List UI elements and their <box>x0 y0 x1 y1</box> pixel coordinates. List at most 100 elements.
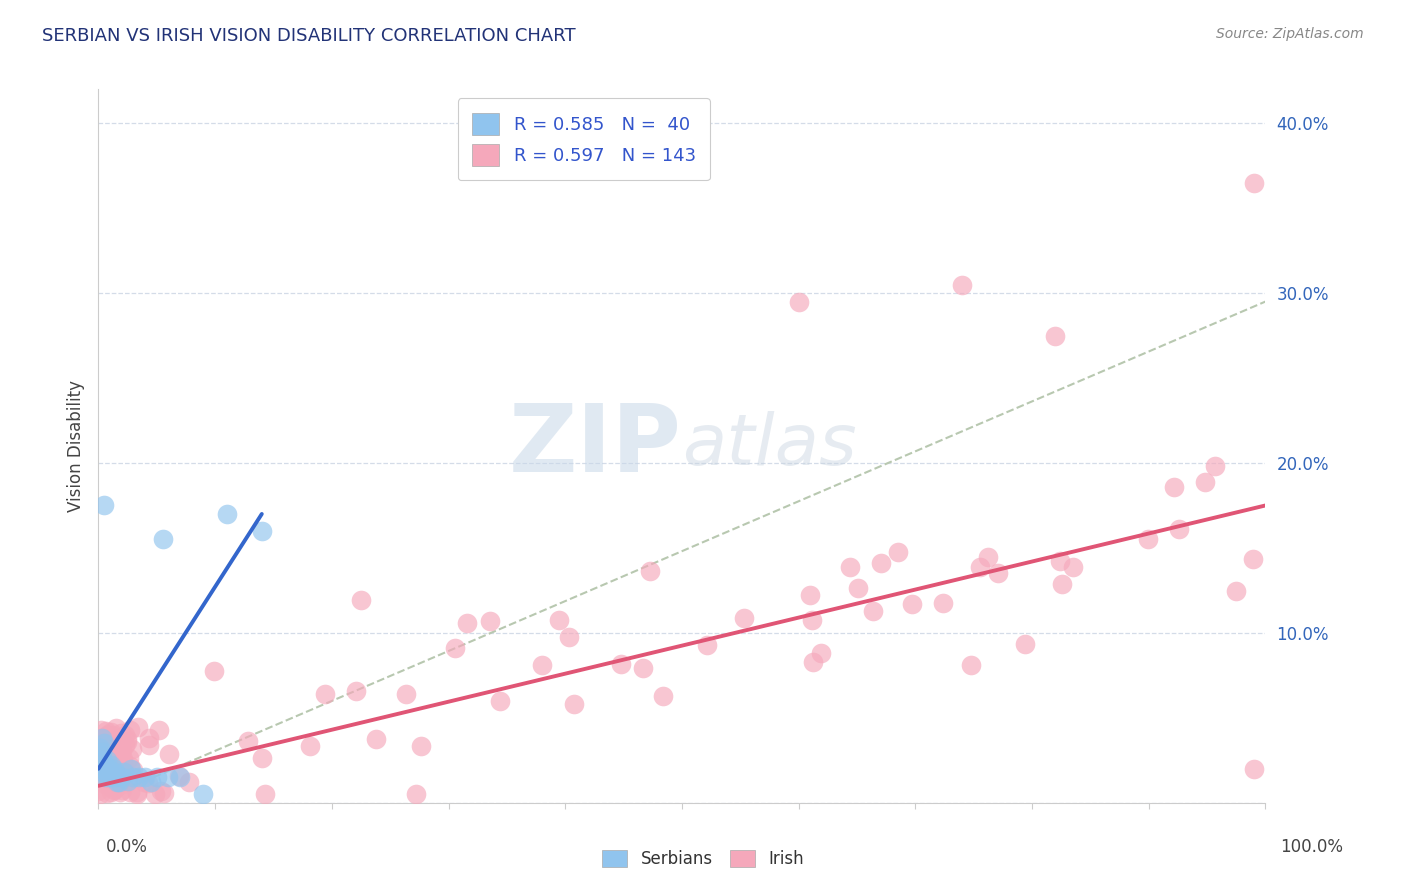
Point <box>1243 176 1265 190</box>
Point <box>127 720 149 734</box>
Point <box>91 753 114 767</box>
Point <box>236 734 259 748</box>
Point <box>100 778 122 792</box>
Point <box>456 616 478 631</box>
Point <box>558 630 581 644</box>
Point <box>120 723 142 738</box>
Point <box>443 641 465 656</box>
Point <box>97 773 120 788</box>
Point <box>787 294 810 309</box>
Point <box>869 557 891 571</box>
Point <box>111 742 134 756</box>
Point <box>101 728 124 742</box>
Point <box>103 779 125 793</box>
Point <box>405 787 427 801</box>
Point <box>90 745 112 759</box>
Point <box>252 751 274 765</box>
Point <box>90 762 112 776</box>
Point <box>101 734 124 748</box>
Point <box>94 747 117 761</box>
Point <box>562 697 585 711</box>
Point <box>94 769 117 783</box>
Point <box>1014 637 1036 651</box>
Point <box>350 593 373 607</box>
Text: 0.0%: 0.0% <box>105 838 148 856</box>
Point <box>1163 480 1185 494</box>
Point <box>127 787 149 801</box>
Point <box>640 564 662 578</box>
Point <box>96 786 118 800</box>
Point <box>157 770 180 784</box>
Point <box>100 776 122 790</box>
Point <box>117 772 139 786</box>
Point <box>96 758 118 772</box>
Point <box>125 785 148 799</box>
Point <box>139 775 162 789</box>
Point <box>101 770 124 784</box>
Point <box>1062 560 1084 574</box>
Point <box>115 732 138 747</box>
Point <box>89 732 111 747</box>
Point <box>115 735 138 749</box>
Point <box>104 765 127 780</box>
Point <box>91 742 114 756</box>
Point <box>969 560 991 574</box>
Point <box>103 782 125 797</box>
Point <box>121 741 143 756</box>
Point <box>94 777 117 791</box>
Point <box>112 777 135 791</box>
Point <box>94 770 117 784</box>
Point <box>799 589 821 603</box>
Point <box>89 739 111 754</box>
Point <box>100 763 122 777</box>
Point <box>114 739 136 753</box>
Point <box>128 770 150 784</box>
Point <box>344 683 367 698</box>
Point <box>810 647 832 661</box>
Point <box>108 785 131 799</box>
Point <box>146 770 169 784</box>
Point <box>250 524 273 538</box>
Point <box>1167 522 1189 536</box>
Point <box>108 775 131 789</box>
Point <box>96 724 118 739</box>
Point <box>91 772 114 786</box>
Point <box>976 550 998 565</box>
Point <box>97 770 120 784</box>
Point <box>103 762 125 776</box>
Point <box>169 770 191 784</box>
Point <box>1049 554 1071 568</box>
Point <box>96 765 118 780</box>
Point <box>107 756 129 770</box>
Point <box>1194 475 1216 490</box>
Point <box>93 731 115 746</box>
Point <box>90 731 112 745</box>
Point <box>478 614 501 628</box>
Point <box>136 776 159 790</box>
Point <box>105 721 128 735</box>
Point <box>117 773 139 788</box>
Point <box>202 665 225 679</box>
Point <box>104 746 127 760</box>
Point <box>134 770 156 784</box>
Point <box>98 765 121 780</box>
Point <box>98 730 121 744</box>
Point <box>120 762 142 776</box>
Point <box>96 733 118 747</box>
Point <box>107 769 129 783</box>
Point <box>94 758 117 772</box>
Point <box>610 657 633 671</box>
Point <box>950 277 973 292</box>
Point <box>901 597 924 611</box>
Point <box>1045 328 1067 343</box>
Point <box>98 750 121 764</box>
Point <box>89 787 111 801</box>
Point <box>97 762 120 776</box>
Point <box>112 763 135 777</box>
Point <box>91 768 114 782</box>
Point <box>93 762 115 776</box>
Point <box>111 752 134 766</box>
Point <box>91 765 114 780</box>
Point <box>101 771 124 785</box>
Text: ZIP: ZIP <box>509 400 682 492</box>
